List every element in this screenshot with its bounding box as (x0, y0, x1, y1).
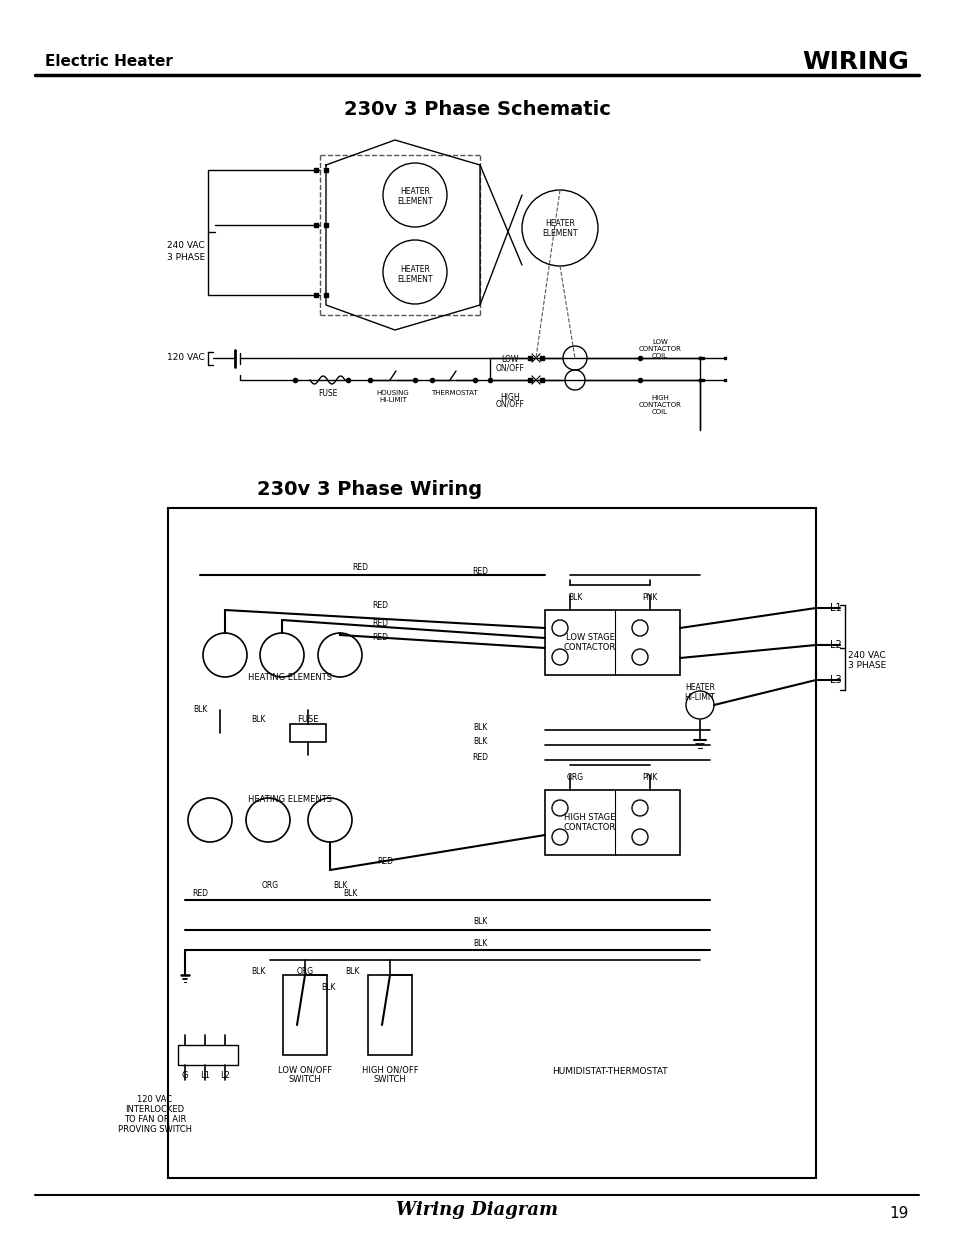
Text: BLK: BLK (251, 715, 265, 725)
Text: ON/OFF: ON/OFF (495, 399, 524, 409)
Text: G: G (182, 1071, 188, 1079)
Text: 3 PHASE: 3 PHASE (167, 252, 205, 262)
Text: BLK: BLK (333, 881, 347, 889)
Text: SWITCH: SWITCH (289, 1074, 321, 1083)
Text: FUSE: FUSE (318, 389, 337, 398)
Text: 120 VAC: 120 VAC (167, 353, 205, 363)
Text: BLK: BLK (342, 888, 356, 898)
Text: HEATING ELEMENTS: HEATING ELEMENTS (248, 795, 332, 804)
Text: BLK: BLK (473, 737, 487, 746)
Bar (368, 974, 412, 1055)
Text: BLK: BLK (473, 722, 487, 731)
Text: RED: RED (372, 634, 388, 642)
Text: Electric Heater: Electric Heater (45, 54, 172, 69)
Bar (544, 790, 679, 855)
Text: PNK: PNK (641, 593, 657, 601)
Text: RED: RED (192, 888, 208, 898)
Text: L2: L2 (220, 1071, 230, 1079)
Text: BLK: BLK (473, 939, 487, 947)
Text: HEATER: HEATER (544, 220, 575, 228)
Bar (178, 1045, 237, 1065)
Text: CONTACTOR: CONTACTOR (563, 823, 616, 831)
Text: LOW: LOW (500, 356, 518, 364)
Text: PNK: PNK (641, 773, 657, 783)
Text: ORG: ORG (261, 881, 278, 889)
Text: ON/OFF: ON/OFF (495, 363, 524, 373)
Text: 230v 3 Phase Wiring: 230v 3 Phase Wiring (257, 480, 482, 499)
Text: HIGH STAGE: HIGH STAGE (564, 813, 615, 821)
Text: FUSE: FUSE (297, 715, 318, 725)
Text: HEATER: HEATER (399, 188, 430, 196)
Text: CONTACTOR: CONTACTOR (563, 642, 616, 652)
Text: PROVING SWITCH: PROVING SWITCH (118, 1125, 192, 1135)
Text: ELEMENT: ELEMENT (396, 274, 433, 284)
Text: BLK: BLK (193, 705, 207, 715)
Text: 19: 19 (889, 1205, 908, 1220)
Text: 230v 3 Phase Schematic: 230v 3 Phase Schematic (343, 100, 610, 119)
Text: 240 VAC: 240 VAC (847, 651, 884, 659)
Text: LOW STAGE: LOW STAGE (565, 632, 614, 641)
Text: L2: L2 (829, 640, 841, 650)
Text: BLK: BLK (473, 918, 487, 926)
Text: HEATER: HEATER (684, 683, 714, 693)
Text: Wiring Diagram: Wiring Diagram (395, 1200, 558, 1219)
Text: THERMOSTAT: THERMOSTAT (430, 390, 476, 396)
Text: COIL: COIL (651, 353, 667, 359)
Text: ORG: ORG (566, 773, 583, 783)
Bar (544, 610, 679, 676)
Text: RED: RED (372, 600, 388, 610)
Text: HI-LIMIT: HI-LIMIT (684, 693, 715, 701)
Text: COIL: COIL (651, 409, 667, 415)
Text: L3: L3 (829, 676, 841, 685)
Text: HUMIDISTAT-THERMOSTAT: HUMIDISTAT-THERMOSTAT (552, 1067, 667, 1077)
Text: 120 VAC: 120 VAC (137, 1095, 172, 1104)
Bar (283, 974, 327, 1055)
Text: HIGH ON/OFF: HIGH ON/OFF (361, 1066, 417, 1074)
Text: LOW ON/OFF: LOW ON/OFF (277, 1066, 332, 1074)
Text: HEATER: HEATER (399, 264, 430, 273)
Text: HIGH: HIGH (650, 395, 668, 401)
Text: RED: RED (472, 752, 488, 762)
Text: BLK: BLK (344, 967, 359, 977)
Text: HIGH: HIGH (499, 393, 519, 401)
Text: INTERLOCKED: INTERLOCKED (125, 1105, 184, 1114)
Text: L1: L1 (829, 603, 841, 613)
Text: ELEMENT: ELEMENT (541, 230, 578, 238)
Text: HI-LIMIT: HI-LIMIT (378, 396, 407, 403)
Text: SWITCH: SWITCH (374, 1074, 406, 1083)
Text: 240 VAC: 240 VAC (167, 241, 205, 249)
Text: RED: RED (472, 568, 488, 577)
Text: LOW: LOW (652, 338, 667, 345)
Text: CONTACTOR: CONTACTOR (638, 403, 680, 408)
Text: ELEMENT: ELEMENT (396, 198, 433, 206)
Bar (290, 724, 326, 742)
Text: BLK: BLK (567, 593, 581, 601)
Text: RED: RED (376, 857, 393, 867)
Text: HEATING ELEMENTS: HEATING ELEMENTS (248, 673, 332, 683)
Text: BLK: BLK (251, 967, 265, 977)
Text: BLK: BLK (320, 983, 335, 993)
Text: CONTACTOR: CONTACTOR (638, 346, 680, 352)
Bar (168, 508, 815, 1178)
Text: HOUSING: HOUSING (376, 390, 409, 396)
Text: RED: RED (372, 619, 388, 627)
Text: WIRING: WIRING (801, 49, 908, 74)
Text: RED: RED (352, 563, 368, 573)
Text: 3 PHASE: 3 PHASE (847, 661, 885, 669)
Text: TO FAN OR AIR: TO FAN OR AIR (124, 1115, 186, 1125)
Text: L1: L1 (200, 1071, 210, 1079)
Text: ORG: ORG (296, 967, 314, 977)
